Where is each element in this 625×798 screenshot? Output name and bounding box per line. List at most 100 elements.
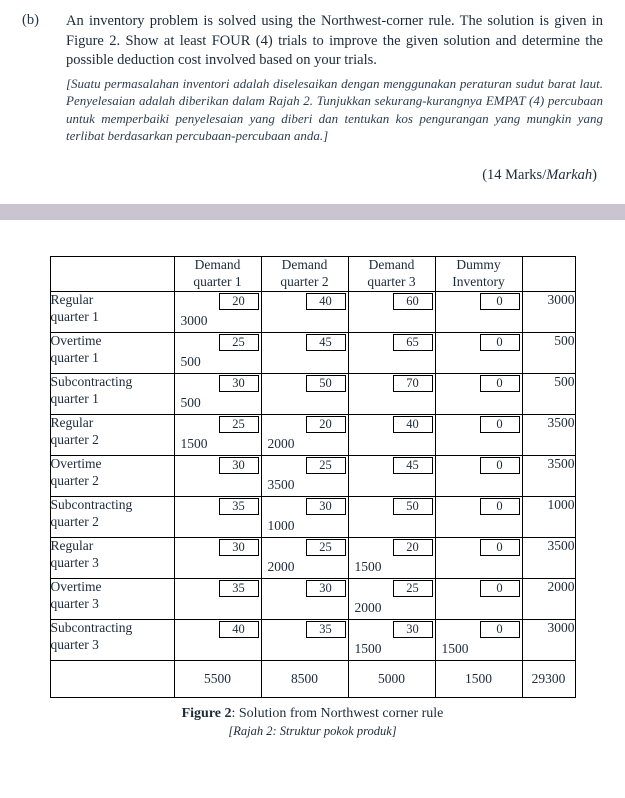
- table-row: Subcontractingquarter 2353010005001000: [50, 496, 575, 537]
- cost-box: 40: [393, 416, 433, 434]
- cell: 30500: [174, 373, 261, 414]
- col1-l2: quarter 1: [175, 274, 261, 291]
- row-label-l2: quarter 1: [51, 309, 174, 326]
- allocation-value: 500: [181, 354, 201, 370]
- row-label: Subcontractingquarter 2: [50, 496, 174, 537]
- row-label: Regularquarter 2: [50, 414, 174, 455]
- row-label: Overtimequarter 2: [50, 455, 174, 496]
- cost-box: 0: [480, 457, 520, 475]
- table-row: Regularquarter 1203000406003000: [50, 291, 575, 332]
- cell: 50: [348, 496, 435, 537]
- col-header-3: Demand quarter 3: [348, 256, 435, 291]
- cost-box: 20: [306, 416, 346, 434]
- cell: 01500: [435, 619, 522, 660]
- cost-box: 35: [219, 580, 259, 598]
- cost-box: 30: [306, 498, 346, 516]
- cell: 45: [261, 332, 348, 373]
- demand-total: 5500: [174, 660, 261, 697]
- col-header-2: Demand quarter 2: [261, 256, 348, 291]
- col2-l2: quarter 2: [262, 274, 348, 291]
- row-label-l1: Overtime: [51, 333, 174, 350]
- row-label-l2: quarter 2: [51, 432, 174, 449]
- cost-box: 25: [306, 457, 346, 475]
- figure-caption: Figure 2: Solution from Northwest corner…: [22, 706, 603, 722]
- cost-box: 45: [393, 457, 433, 475]
- cost-box: 25: [393, 580, 433, 598]
- cost-box: 70: [393, 375, 433, 393]
- col-header-4: Dummy Inventory: [435, 256, 522, 291]
- row-label-l1: Regular: [51, 415, 174, 432]
- row-label-l1: Overtime: [51, 579, 174, 596]
- cost-box: 25: [219, 416, 259, 434]
- cost-box: 60: [393, 293, 433, 311]
- question-malay: [Suatu permasalahan inventori adalah dis…: [66, 75, 603, 145]
- allocation-value: 1500: [355, 559, 382, 575]
- supply-value: 3500: [522, 537, 575, 578]
- cell: 0: [435, 332, 522, 373]
- row-label-l1: Overtime: [51, 456, 174, 473]
- cost-box: 30: [219, 457, 259, 475]
- row-label: Overtimequarter 3: [50, 578, 174, 619]
- row-label-l2: quarter 3: [51, 596, 174, 613]
- header-row: Demand quarter 1 Demand quarter 2 Demand…: [50, 256, 575, 291]
- cost-box: 50: [393, 498, 433, 516]
- row-label-l1: Regular: [51, 538, 174, 555]
- cell: 40: [174, 619, 261, 660]
- cost-box: 0: [480, 539, 520, 557]
- table-body: Regularquarter 1203000406003000Overtimeq…: [50, 291, 575, 697]
- cell: 30 1500: [348, 619, 435, 660]
- supply-header-blank: [522, 256, 575, 291]
- marks-suffix: ): [592, 167, 597, 183]
- cell: 0: [435, 496, 522, 537]
- totals-row: 550085005000150029300: [50, 660, 575, 697]
- cost-box: 40: [219, 621, 259, 639]
- table-row: Regularquarter 33025200020150003500: [50, 537, 575, 578]
- cell: 40: [261, 291, 348, 332]
- cell: 35: [261, 619, 348, 660]
- row-label-l2: quarter 1: [51, 391, 174, 408]
- cell: 0: [435, 537, 522, 578]
- cell: 0: [435, 291, 522, 332]
- table-row: Subcontractingquarter 130500 50 70 0500: [50, 373, 575, 414]
- supply-value: 3000: [522, 619, 575, 660]
- row-label-l1: Subcontracting: [51, 374, 174, 391]
- col4-l1: Dummy: [436, 257, 522, 274]
- cost-box: 20: [393, 539, 433, 557]
- cell: 252000: [261, 537, 348, 578]
- cost-box: 50: [306, 375, 346, 393]
- cost-box: 0: [480, 375, 520, 393]
- col4-l2: Inventory: [436, 274, 522, 291]
- table-row: Subcontractingquarter 3 40 35 30 1500 0150030…: [50, 619, 575, 660]
- cost-box: 40: [306, 293, 346, 311]
- cost-box: 30: [393, 621, 433, 639]
- cell: 0: [435, 373, 522, 414]
- cost-box: 0: [480, 621, 520, 639]
- cost-box: 35: [306, 621, 346, 639]
- table-head: Demand quarter 1 Demand quarter 2 Demand…: [50, 256, 575, 291]
- cell: 202000: [261, 414, 348, 455]
- row-label: Regularquarter 3: [50, 537, 174, 578]
- cell: 50: [261, 373, 348, 414]
- cell: 30 1000: [261, 496, 348, 537]
- row-label: Regularquarter 1: [50, 291, 174, 332]
- corner-blank: [50, 256, 174, 291]
- transportation-table: Demand quarter 1 Demand quarter 2 Demand…: [50, 256, 576, 698]
- cell: 25500: [174, 332, 261, 373]
- cost-box: 30: [306, 580, 346, 598]
- allocation-value: 1000: [268, 518, 295, 534]
- figure-subcaption: [Rajah 2: Struktur pokok produk]: [22, 724, 603, 739]
- question-block: (b) An inventory problem is solved using…: [22, 12, 603, 145]
- grand-total: 29300: [522, 660, 575, 697]
- table-row: Overtimequarter 12550045650500: [50, 332, 575, 373]
- supply-value: 500: [522, 332, 575, 373]
- cell: 0: [435, 414, 522, 455]
- cell: 251500: [174, 414, 261, 455]
- demand-total: 1500: [435, 660, 522, 697]
- supply-value: 500: [522, 373, 575, 414]
- marks-line: (14 Marks/Markah): [22, 167, 603, 184]
- cell: 60: [348, 291, 435, 332]
- col3-l2: quarter 3: [349, 274, 435, 291]
- cost-box: 0: [480, 293, 520, 311]
- row-label: Subcontractingquarter 3: [50, 619, 174, 660]
- allocation-value: 1500: [355, 641, 382, 657]
